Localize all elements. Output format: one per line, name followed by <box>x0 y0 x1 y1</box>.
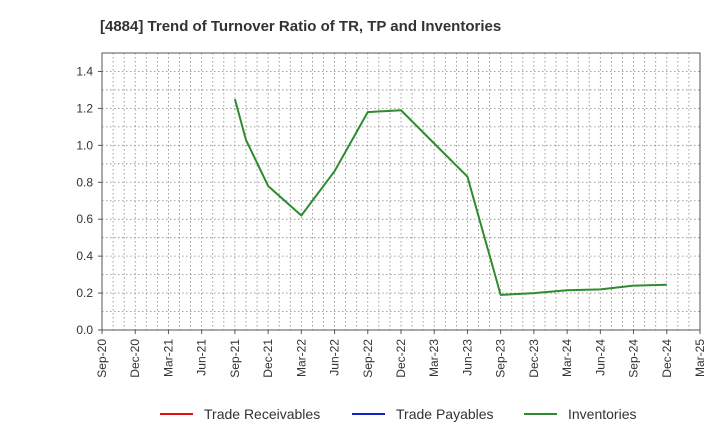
x-tick-label: Mar-25 <box>693 339 707 377</box>
x-tick-label: Mar-24 <box>560 339 574 377</box>
x-tick-label: Jun-22 <box>328 339 342 376</box>
x-tick-label: Mar-21 <box>161 339 175 377</box>
y-tick-label: 1.0 <box>76 138 93 152</box>
y-tick-label: 0.8 <box>76 175 93 189</box>
x-tick-label: Jun-21 <box>195 339 209 376</box>
legend-label-trade-receivables: Trade Receivables <box>204 406 320 422</box>
x-tick-label: Dec-23 <box>527 339 541 378</box>
y-tick-label: 0.2 <box>76 286 93 300</box>
y-tick-label: 1.4 <box>76 64 93 78</box>
x-tick-label: Mar-23 <box>427 339 441 377</box>
x-tick-label: Sep-21 <box>228 339 242 378</box>
x-tick-label: Sep-22 <box>361 339 375 378</box>
x-tick-label: Sep-20 <box>95 339 109 378</box>
y-tick-label: 0.6 <box>76 212 93 226</box>
series-line-inventories <box>233 98 667 296</box>
legend: Trade Receivables Trade Payables Inventori… <box>160 406 636 422</box>
x-tick-label: Dec-24 <box>660 339 674 378</box>
x-tick-label: Jun-23 <box>460 339 474 376</box>
y-axis: 0.0 0.2 0.4 0.6 0.8 1.0 1.2 1.4 <box>76 64 102 337</box>
legend-label-inventories: Inventories <box>568 406 636 422</box>
legend-label-trade-payables: Trade Payables <box>396 406 494 422</box>
x-tick-label: Sep-24 <box>627 339 641 378</box>
x-axis: Sep-20 Dec-20 Mar-21 Jun-21 Sep-21 Dec-21 Mar-… <box>95 330 707 378</box>
y-tick-label: 0.0 <box>76 323 93 337</box>
y-tick-label: 1.2 <box>76 101 93 115</box>
series-lines <box>233 98 667 296</box>
chart-title: [4884] Trend of Turnover Ratio of TR, TP… <box>100 18 501 35</box>
y-tick-label: 0.4 <box>76 249 93 263</box>
x-tick-label: Dec-22 <box>394 339 408 378</box>
x-tick-label: Jun-24 <box>593 339 607 376</box>
x-tick-label: Dec-20 <box>128 339 142 378</box>
x-tick-label: Sep-23 <box>494 339 508 378</box>
x-tick-label: Mar-22 <box>294 339 308 377</box>
x-tick-label: Dec-21 <box>261 339 275 378</box>
